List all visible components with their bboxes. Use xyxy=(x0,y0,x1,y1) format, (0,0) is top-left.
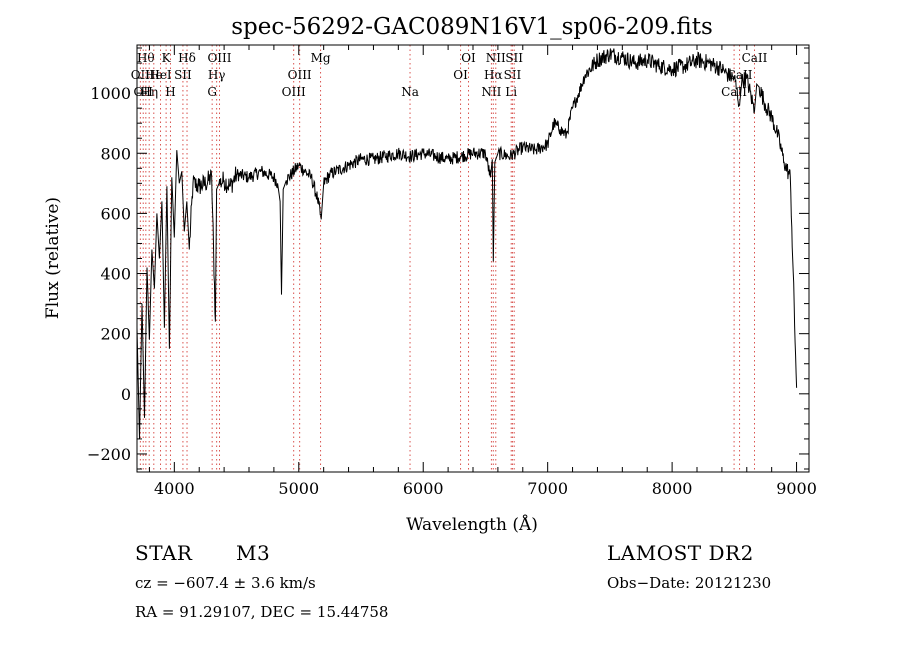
x-tick-label: 4000 xyxy=(154,479,195,498)
y-tick-label: 1000 xyxy=(90,84,131,103)
line-marker-label: Hθ xyxy=(137,51,155,65)
sky-coordinates: RA = 91.29107, DEC = 15.44758 xyxy=(135,603,389,621)
y-tick-label: 0 xyxy=(121,385,131,404)
line-marker-label: SII xyxy=(504,68,522,82)
line-marker-label: OII xyxy=(134,85,154,99)
x-tick-label: 5000 xyxy=(278,479,319,498)
line-marker-label: K xyxy=(162,51,172,65)
line-marker-label: Hα xyxy=(484,68,503,82)
chart-title: spec-56292-GAC089N16V1_sp06-209.fits xyxy=(231,14,713,40)
line-marker-label: NII xyxy=(486,51,506,65)
line-marker-label: He xyxy=(145,68,163,82)
x-tick-label: 8000 xyxy=(652,479,693,498)
line-marker-label: H xyxy=(165,85,175,99)
line-marker-label: OIII xyxy=(207,51,231,65)
y-tick-label: 600 xyxy=(100,204,131,223)
line-marker-label: OI xyxy=(461,51,476,65)
observation-date: Obs−Date: 20121230 xyxy=(607,574,772,592)
line-marker-label: Hδ xyxy=(178,51,196,65)
line-marker-label: SII xyxy=(505,51,523,65)
line-marker-label: OI xyxy=(453,68,468,82)
object-subclass: M3 xyxy=(236,541,271,565)
line-marker-label: OII xyxy=(131,68,151,82)
line-marker-label: NII xyxy=(481,85,501,99)
line-marker-label: HeI xyxy=(149,68,172,82)
line-marker-label: SII xyxy=(174,68,192,82)
x-axis-label: Wavelength (Å) xyxy=(406,514,538,535)
y-tick-label: −200 xyxy=(87,445,131,464)
line-marker-label: G xyxy=(207,85,217,99)
line-marker-label: OIII xyxy=(288,68,312,82)
line-marker-label: Li xyxy=(505,85,517,99)
line-marker-label: Hη xyxy=(140,85,158,99)
object-class: STAR xyxy=(135,541,193,565)
x-tick-label: 6000 xyxy=(403,479,444,498)
line-marker-label: CaII xyxy=(742,51,768,65)
line-marker-label: Hγ xyxy=(208,68,226,82)
survey-label: LAMOST DR2 xyxy=(607,541,754,565)
y-tick-label: 800 xyxy=(100,144,131,163)
line-marker-label: Mg xyxy=(311,51,331,65)
x-tick-label: 9000 xyxy=(776,479,817,498)
x-tick-label: 7000 xyxy=(527,479,568,498)
line-marker-label: Na xyxy=(401,85,419,99)
spectrum-line xyxy=(136,48,798,439)
plot-frame xyxy=(136,44,810,473)
line-marker-label: OIII xyxy=(282,85,306,99)
redshift-velocity: cz = −607.4 ± 3.6 km/s xyxy=(135,574,316,592)
y-axis-label: Flux (relative) xyxy=(43,197,63,319)
y-tick-label: 400 xyxy=(100,265,131,284)
y-tick-label: 200 xyxy=(100,325,131,344)
